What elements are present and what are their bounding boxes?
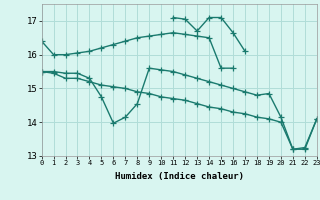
X-axis label: Humidex (Indice chaleur): Humidex (Indice chaleur) bbox=[115, 172, 244, 181]
